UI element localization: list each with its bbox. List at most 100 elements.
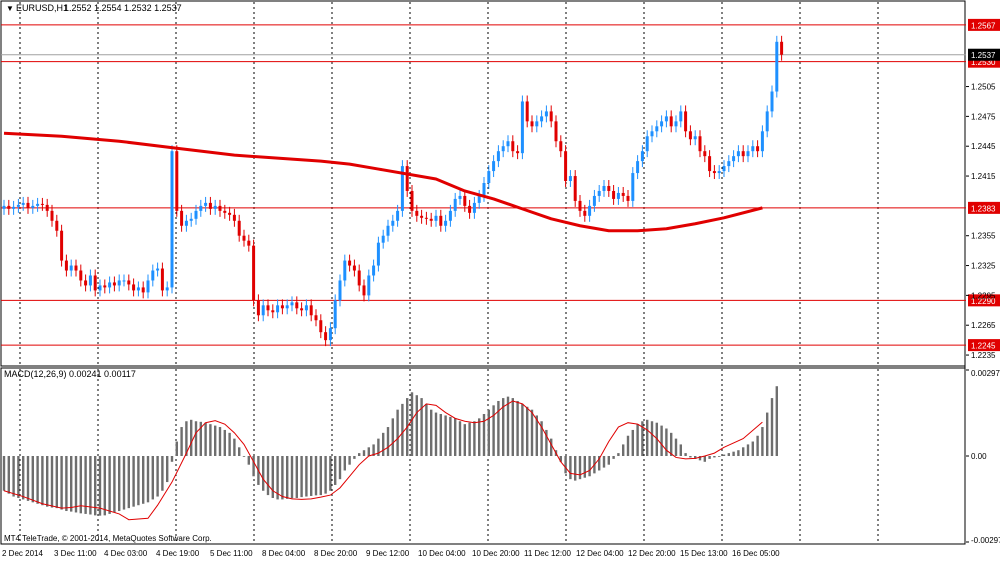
macd-bar xyxy=(415,395,418,456)
macd-signal-path xyxy=(3,400,763,521)
macd-bar xyxy=(511,398,514,456)
candle-body xyxy=(295,302,299,309)
candle-body xyxy=(703,151,707,157)
macd-bar xyxy=(175,441,178,456)
macd-bar xyxy=(578,456,582,480)
macd-bar xyxy=(324,456,327,494)
candle-body xyxy=(602,185,606,191)
candle-body xyxy=(88,275,92,286)
candle-body xyxy=(655,126,659,132)
candle-body xyxy=(775,41,779,92)
candle-body xyxy=(410,190,414,211)
macd-bar xyxy=(751,441,754,456)
macd-bar xyxy=(127,456,130,509)
macd-bar xyxy=(631,429,634,456)
macd-bar xyxy=(607,456,610,465)
candle-body xyxy=(357,270,361,286)
macd-bar xyxy=(36,456,39,504)
candle-body xyxy=(324,332,328,341)
candle-body xyxy=(213,205,217,209)
candle-body xyxy=(352,265,356,271)
macd-bar xyxy=(290,456,294,499)
candle-body xyxy=(136,287,140,291)
macd-bar xyxy=(377,438,380,456)
candle-body xyxy=(333,300,337,329)
candle-body xyxy=(424,217,428,219)
macd-bar xyxy=(113,456,116,513)
macd-bar xyxy=(718,456,721,457)
candle-body xyxy=(492,161,496,172)
candle-body xyxy=(650,131,654,137)
x-tick-label: 8 Dec 20:00 xyxy=(314,549,358,558)
candle-body xyxy=(770,91,774,112)
candle-body xyxy=(280,305,284,309)
macd-title: MACD(12,26,9) 0.00241 0.00117 xyxy=(4,369,136,379)
macd-bar xyxy=(185,421,188,456)
level-tag xyxy=(968,294,1000,307)
candle-body xyxy=(400,166,404,211)
candle-body xyxy=(74,265,78,271)
candle-body xyxy=(621,192,625,196)
candle-body xyxy=(636,161,640,174)
candle-body xyxy=(189,218,193,221)
macd-signal-line xyxy=(3,400,763,521)
x-tick-label: 5 Dec 11:00 xyxy=(210,549,253,558)
macd-bar xyxy=(612,456,615,459)
macd-bar xyxy=(233,438,236,456)
macd-y-tick-label: 0.00297 xyxy=(971,369,1000,378)
candle-body xyxy=(36,203,40,206)
candle-body xyxy=(165,287,169,291)
level-label: 1.2290 xyxy=(971,297,996,306)
y-tick-label: 1.2235 xyxy=(971,351,996,360)
symbol-menu-icon[interactable]: ▼ xyxy=(6,4,14,13)
candle-body xyxy=(180,210,184,226)
candle-body xyxy=(693,136,697,140)
y-tick-label: 1.2505 xyxy=(971,83,996,92)
candle-body xyxy=(55,220,59,231)
candle-body xyxy=(170,151,174,288)
macd-bar xyxy=(348,456,351,465)
macd-bar xyxy=(122,456,126,510)
candle-body xyxy=(45,204,49,211)
macd-bar xyxy=(266,456,270,496)
candle-body xyxy=(448,210,452,221)
candle-body xyxy=(674,121,678,127)
candle-body xyxy=(746,151,750,157)
macd-bar xyxy=(463,424,466,456)
candle-body xyxy=(300,308,304,311)
macd-bar xyxy=(689,456,692,458)
macd-bar xyxy=(574,456,577,481)
macd-bar xyxy=(665,428,668,456)
candle-body xyxy=(328,328,332,341)
candle-body xyxy=(290,302,294,306)
y-tick-label: 1.2265 xyxy=(971,321,996,330)
candle-body xyxy=(530,121,534,127)
macd-bar xyxy=(314,456,318,496)
macd-bar xyxy=(242,456,246,457)
macd-bar xyxy=(353,456,356,459)
candle-body xyxy=(439,215,443,226)
macd-bar xyxy=(60,456,63,510)
macd-bar xyxy=(26,456,30,501)
macd-bar xyxy=(737,450,740,456)
macd-bar xyxy=(79,456,82,514)
candle-body xyxy=(698,136,702,152)
macd-bar xyxy=(70,456,73,512)
candle-body xyxy=(717,171,721,174)
macd-bar xyxy=(343,456,346,471)
macd-bar xyxy=(295,456,298,498)
macd-bar xyxy=(746,444,750,456)
macd-bar xyxy=(300,456,303,498)
macd-bar xyxy=(756,435,759,456)
macd-bar xyxy=(617,453,620,456)
x-tick-label: 3 Dec 11:00 xyxy=(54,549,97,558)
macd-bar xyxy=(137,456,140,506)
macd-bar xyxy=(708,456,711,459)
macd-bar xyxy=(65,456,68,512)
candle-body xyxy=(597,190,601,196)
x-tick-label: 15 Dec 13:00 xyxy=(680,549,728,558)
candle-body xyxy=(175,151,179,211)
candle-body xyxy=(588,205,592,216)
